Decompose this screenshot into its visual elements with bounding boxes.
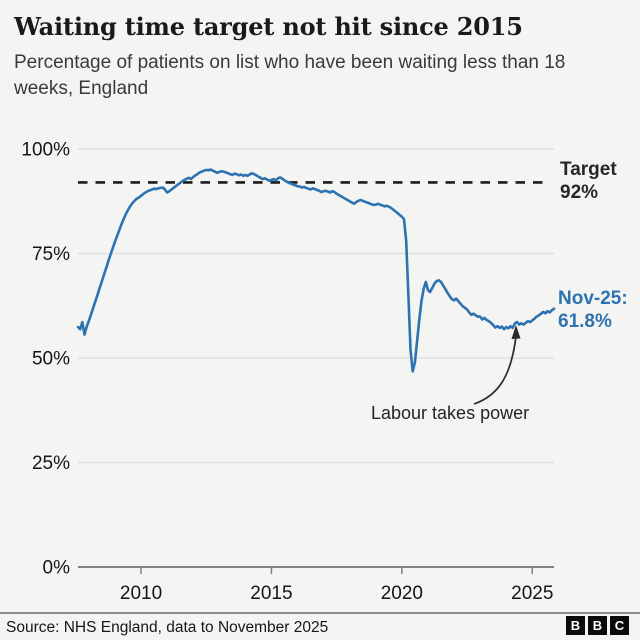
bbc-logo-block-c: C <box>610 616 629 635</box>
page-subtitle: Percentage of patients on list who have … <box>14 52 566 99</box>
page-title: Waiting time target not hit since 2015 <box>14 12 523 41</box>
y-tick-label: 25% <box>32 453 70 474</box>
target-label-line1: Target <box>560 159 617 180</box>
annotation-arrow <box>473 335 517 405</box>
bbc-logo: B B C <box>566 616 629 635</box>
series-line <box>76 168 556 373</box>
x-tick-label: 2025 <box>511 583 553 604</box>
latest-label-line1: Nov-25: <box>558 288 628 309</box>
y-tick-label: 0% <box>43 558 71 579</box>
target-label: Target 92% <box>560 158 617 204</box>
annotation-arrowhead <box>511 325 521 339</box>
bbc-logo-block-b1: B <box>566 616 585 635</box>
event-annotation-label: Labour takes power <box>371 403 530 423</box>
target-label-line2: 92% <box>560 182 599 203</box>
latest-value-label: Nov-25: 61.8% <box>558 287 628 333</box>
y-tick-label: 100% <box>21 140 70 161</box>
x-tick-label: 2010 <box>120 583 162 604</box>
y-tick-label: 50% <box>32 349 70 370</box>
source-text: Source: NHS England, data to November 20… <box>6 619 329 636</box>
y-tick-label: 75% <box>32 244 70 265</box>
x-tick-label: 2020 <box>381 583 423 604</box>
latest-label-line2: 61.8% <box>558 311 612 332</box>
bbc-logo-block-b2: B <box>588 616 607 635</box>
x-tick-label: 2015 <box>250 583 292 604</box>
footer-divider <box>0 612 640 614</box>
